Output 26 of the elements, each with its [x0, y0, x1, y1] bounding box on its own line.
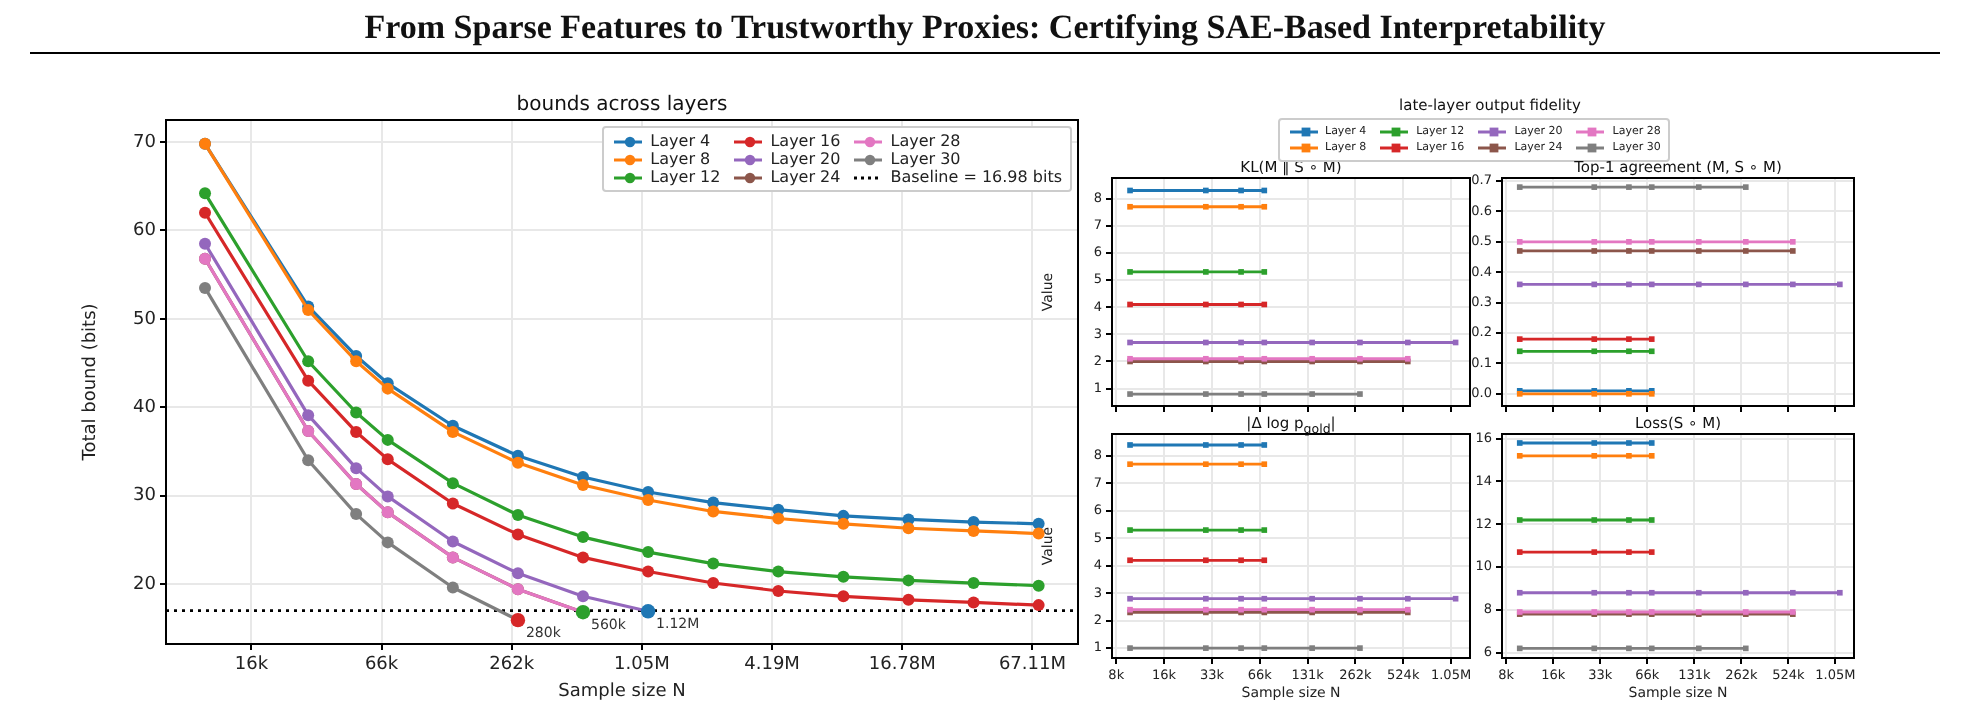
y-tick-label: 60	[133, 221, 157, 242]
x-tick-label: 1.05M	[614, 655, 670, 676]
legend-label: Layer 20	[770, 150, 841, 168]
legend-label: Layer 4	[650, 132, 711, 150]
legend-label: Layer 24	[770, 168, 841, 186]
x-axis-title: Sample size N	[558, 681, 686, 702]
y-tick-label: 20	[133, 574, 157, 595]
x-tick-label: 16.78M	[868, 655, 936, 676]
y-tick-label: 30	[133, 486, 157, 507]
legend-label: Layer 8	[650, 150, 711, 168]
legend-label: Layer 28	[890, 132, 961, 150]
legend-label: Layer 30	[890, 150, 961, 168]
legend-label: Layer 12	[650, 168, 721, 186]
x-tick-label: 16k	[234, 655, 270, 676]
y-tick-label: 70	[133, 132, 157, 153]
legend-label: Baseline = 16.98 bits	[890, 168, 1062, 186]
x-tick-label: 4.19M	[744, 655, 800, 676]
y-tick-label: 50	[133, 309, 157, 330]
y-tick-label: 40	[133, 397, 157, 418]
x-tick-label: 262k	[489, 655, 536, 676]
chart-title: bounds across layers	[514, 94, 730, 116]
y-axis-title: Total bound (bits)	[81, 303, 102, 463]
x-tick-label: 67.11M	[998, 655, 1066, 676]
x-tick-label: 66k	[364, 655, 400, 676]
text: From Sparse Features to Trustworthy Proxies: Certifying SAE-Based Interpretability	[30, 8, 1940, 54]
legend-label: Layer 16	[770, 132, 841, 150]
